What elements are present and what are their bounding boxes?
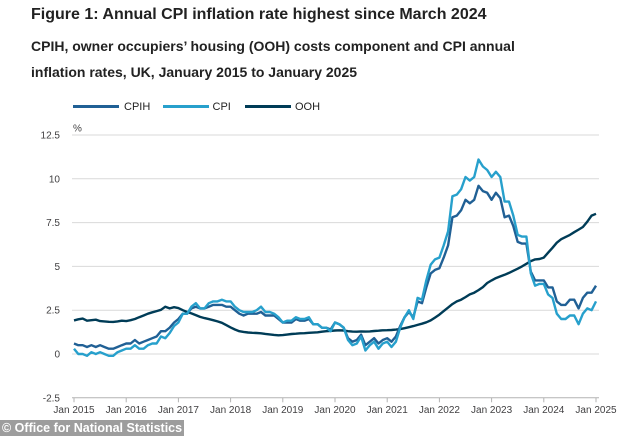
svg-text:0: 0 (54, 350, 60, 361)
svg-text:Jan 2019: Jan 2019 (262, 405, 304, 416)
svg-text:Jan 2018: Jan 2018 (210, 405, 252, 416)
svg-text:Jan 2023: Jan 2023 (471, 405, 513, 416)
svg-text:Jan 2021: Jan 2021 (367, 405, 409, 416)
svg-text:10: 10 (49, 174, 61, 185)
svg-text:Jan 2022: Jan 2022 (419, 405, 461, 416)
svg-text:2.5: 2.5 (46, 306, 60, 317)
svg-text:7.5: 7.5 (46, 218, 60, 229)
svg-text:Jan 2016: Jan 2016 (106, 405, 148, 416)
svg-text:12.5: 12.5 (41, 131, 61, 142)
svg-text:Jan 2015: Jan 2015 (53, 405, 95, 416)
svg-text:%: % (73, 124, 82, 135)
svg-text:5: 5 (54, 262, 60, 273)
svg-text:-2.5: -2.5 (43, 393, 61, 404)
svg-text:Jan 2020: Jan 2020 (314, 405, 356, 416)
svg-text:Jan 2025: Jan 2025 (575, 405, 617, 416)
svg-text:Jan 2024: Jan 2024 (523, 405, 565, 416)
svg-text:Jan 2017: Jan 2017 (158, 405, 200, 416)
